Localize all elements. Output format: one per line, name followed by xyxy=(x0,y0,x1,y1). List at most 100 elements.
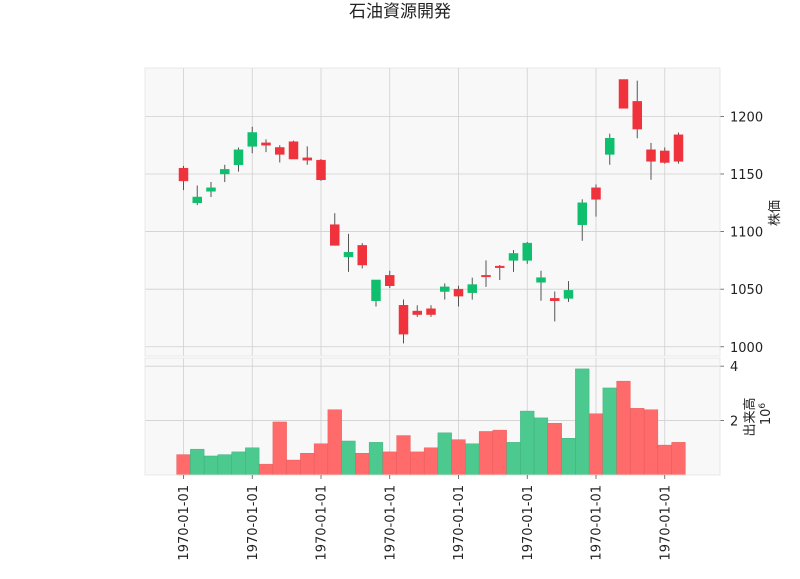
x-tick-label: 1970-01-01 xyxy=(383,485,398,561)
x-axis: 1970-01-01 1970-01-01 1970-01-01 1970-01-01… xyxy=(177,475,673,561)
volume-bar xyxy=(547,423,562,476)
price-axis-label: 株価 xyxy=(768,200,783,226)
candle-body xyxy=(481,275,491,278)
volume-bar xyxy=(465,443,480,476)
volume-bar xyxy=(575,368,590,476)
volume-bar xyxy=(478,431,494,476)
volume-bar xyxy=(671,442,686,476)
volume-bar xyxy=(327,409,342,476)
volume-bar xyxy=(506,442,521,476)
volume-axis-label: 出来高 xyxy=(742,397,758,436)
candle-body xyxy=(618,79,629,109)
candle-body xyxy=(371,279,381,301)
candle-body xyxy=(467,284,477,293)
x-tick-label: 1970-01-01 xyxy=(590,485,605,561)
candle-body xyxy=(233,149,244,166)
x-tick-label: 1970-01-01 xyxy=(315,485,330,561)
volume-bar xyxy=(300,453,315,476)
volume-scale-label: 106 xyxy=(758,403,774,426)
volume-panel-frame xyxy=(144,357,721,476)
candle-body xyxy=(550,298,560,301)
volume-bar xyxy=(396,435,411,476)
candle-body xyxy=(275,147,285,155)
candle-body xyxy=(440,286,450,292)
candle-body xyxy=(591,187,601,200)
volume-bar xyxy=(190,448,205,476)
x-tick-label: 1970-01-01 xyxy=(177,485,192,561)
x-tick-label: 1970-01-01 xyxy=(246,485,261,561)
candle-body xyxy=(412,310,422,315)
volume-bar xyxy=(602,387,617,476)
volume-bar xyxy=(630,408,645,476)
volume-bar xyxy=(313,443,329,476)
candle-body xyxy=(206,187,216,192)
volume-bar xyxy=(176,454,191,476)
candle-body xyxy=(192,196,202,204)
volume-bar xyxy=(520,410,535,476)
price-tick-label: 1100 xyxy=(730,226,763,241)
candle-body xyxy=(426,308,436,315)
volume-bar xyxy=(616,380,631,476)
volume-bar xyxy=(341,440,356,476)
x-tick-label: 1970-01-01 xyxy=(521,485,536,561)
volume-bar xyxy=(217,454,232,476)
volume-bar xyxy=(492,429,507,476)
candle-body xyxy=(605,138,615,155)
price-tick-label: 1200 xyxy=(730,110,763,125)
price-tick-label: 1150 xyxy=(730,168,763,183)
candle-body xyxy=(357,245,367,266)
volume-bar xyxy=(657,444,672,476)
candle-body xyxy=(178,167,189,182)
volume-bar xyxy=(231,451,246,476)
candle-body xyxy=(453,288,464,297)
volume-bar xyxy=(410,451,425,476)
volume-bar xyxy=(203,455,219,476)
volume-bar xyxy=(368,442,384,476)
candle-body xyxy=(673,134,684,162)
volume-bar xyxy=(561,438,576,476)
x-tick-label: 1970-01-01 xyxy=(658,485,673,561)
candle-body xyxy=(220,169,230,175)
volume-bar xyxy=(423,447,439,476)
price-panel-frame xyxy=(144,67,721,357)
candle-body xyxy=(330,224,340,246)
candle-body xyxy=(302,157,312,161)
candle-body xyxy=(508,253,519,261)
volume-bar xyxy=(286,459,301,476)
candle-body xyxy=(646,149,656,162)
candle-body xyxy=(316,159,326,180)
candle-body xyxy=(632,101,642,130)
volume-bar xyxy=(355,453,370,476)
candle-body xyxy=(577,202,587,225)
volume-bar xyxy=(451,439,466,476)
candle-body xyxy=(343,252,354,258)
candle-body xyxy=(288,141,299,160)
volume-panel: 24 xyxy=(144,357,738,476)
volume-bar xyxy=(643,409,659,476)
candle-body xyxy=(563,290,574,299)
candle-body xyxy=(247,132,257,147)
volume-bar xyxy=(437,432,452,476)
candle-body xyxy=(660,150,670,163)
candle-body xyxy=(398,305,409,335)
candle-body xyxy=(261,142,271,146)
candle-body xyxy=(495,265,505,268)
volume-bar xyxy=(272,421,287,476)
candle-body xyxy=(522,242,532,261)
volume-bar xyxy=(382,451,397,476)
x-tick-label: 1970-01-01 xyxy=(452,485,467,561)
candle-body xyxy=(385,275,395,286)
volume-scale-exponent: 6 xyxy=(758,403,768,409)
volume-tick-label: 4 xyxy=(730,360,738,375)
price-tick-label: 1050 xyxy=(730,283,763,298)
volume-bar xyxy=(258,463,274,476)
chart-title: 石油資源開発 xyxy=(349,2,451,22)
volume-bar xyxy=(245,447,260,476)
price-panel: 1000 1050 1100 1150 1200 xyxy=(144,67,763,357)
candle-body xyxy=(536,277,546,283)
volume-bar xyxy=(533,417,549,476)
volume-tick-label: 2 xyxy=(730,415,738,430)
price-tick-label: 1000 xyxy=(730,341,763,356)
